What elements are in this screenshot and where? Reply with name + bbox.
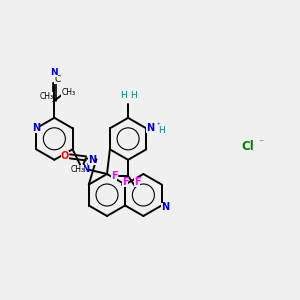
- Text: O: O: [61, 152, 69, 161]
- Text: F: F: [111, 171, 117, 181]
- Text: F: F: [122, 177, 128, 187]
- Text: N: N: [146, 123, 154, 133]
- Text: N: N: [81, 164, 89, 174]
- Text: H: H: [120, 91, 127, 100]
- Text: Cl: Cl: [242, 140, 254, 154]
- Text: N: N: [161, 202, 169, 212]
- Text: F: F: [134, 177, 140, 187]
- Text: N: N: [32, 123, 40, 133]
- Text: H: H: [158, 126, 165, 135]
- Text: ⁺: ⁺: [156, 123, 160, 129]
- Text: H: H: [130, 91, 136, 100]
- Text: CH₃: CH₃: [70, 165, 84, 174]
- Text: CH₃: CH₃: [39, 92, 53, 101]
- Text: C: C: [54, 75, 61, 84]
- Text: CH₃: CH₃: [61, 88, 75, 97]
- Text: N: N: [88, 154, 96, 165]
- Text: ⁻: ⁻: [258, 138, 264, 148]
- Text: N: N: [51, 68, 58, 77]
